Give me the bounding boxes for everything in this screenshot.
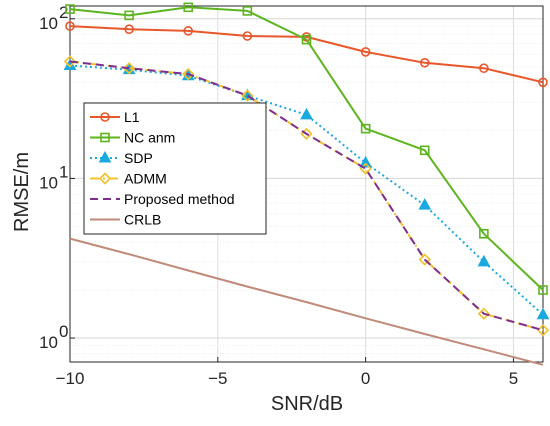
data-point-nc-anm bbox=[301, 34, 312, 45]
series-nc-anm bbox=[65, 2, 548, 295]
data-point-l1 bbox=[124, 24, 134, 35]
data-point-admm bbox=[418, 253, 431, 266]
series-line-nc-anm bbox=[69, 6, 544, 291]
x-tick-label: −10 bbox=[56, 369, 85, 388]
data-point-nc-anm bbox=[65, 4, 75, 14]
data-point-nc-anm bbox=[538, 285, 548, 295]
data-point-admm bbox=[63, 55, 77, 68]
legend-marker-admm bbox=[98, 172, 112, 185]
legend-marker-sdp bbox=[98, 150, 112, 163]
y-tick-label: 10 bbox=[39, 333, 58, 352]
data-point-l1 bbox=[65, 21, 75, 31]
data-point-l1 bbox=[183, 26, 194, 36]
data-point-sdp bbox=[536, 307, 550, 320]
data-point-l1 bbox=[242, 31, 253, 41]
y-tick-exponent: 2 bbox=[59, 3, 68, 22]
legend-label-proposed-method: Proposed method bbox=[124, 191, 235, 207]
x-tick-label: 0 bbox=[361, 369, 370, 388]
legend: L1 NC anm SDP ADMM Proposed method CRLB bbox=[83, 102, 267, 235]
data-point-admm bbox=[477, 307, 491, 320]
series-line-l1 bbox=[69, 25, 544, 84]
series-line-crlb bbox=[69, 237, 544, 366]
y-tick-label: 10 bbox=[39, 14, 58, 33]
data-point-nc-anm bbox=[479, 228, 489, 239]
data-point-sdp bbox=[359, 155, 372, 168]
y-tick-exponent: 1 bbox=[59, 162, 68, 181]
data-point-admm bbox=[182, 68, 195, 81]
data-point-sdp bbox=[418, 198, 432, 210]
data-point-admm bbox=[122, 62, 136, 75]
data-point-nc-anm bbox=[124, 10, 134, 21]
data-point-l1 bbox=[479, 63, 489, 74]
data-point-admm bbox=[536, 324, 550, 337]
data-point-l1 bbox=[538, 77, 548, 88]
legend-label-admm: ADMM bbox=[124, 171, 167, 187]
series-group bbox=[63, 2, 550, 366]
series-line-proposed-method bbox=[69, 60, 544, 332]
x-tick-label: −5 bbox=[208, 369, 227, 388]
legend-box bbox=[83, 102, 267, 235]
data-point-l1 bbox=[360, 47, 371, 57]
y-tick-exponent: 0 bbox=[59, 322, 68, 341]
y-axis-title: RMSE/m bbox=[11, 152, 33, 232]
data-point-admm bbox=[241, 89, 254, 102]
data-point-nc-anm bbox=[242, 6, 253, 16]
data-point-nc-anm bbox=[360, 123, 371, 134]
data-point-sdp bbox=[300, 107, 313, 120]
series-crlb bbox=[69, 237, 544, 366]
y-tick-label: 10 bbox=[39, 173, 58, 192]
data-point-l1 bbox=[419, 57, 430, 68]
x-axis-title: SNR/dB bbox=[271, 393, 343, 415]
legend-marker-l1 bbox=[100, 112, 110, 122]
series-proposed-method bbox=[69, 60, 544, 332]
legend-label-sdp: SDP bbox=[124, 150, 153, 166]
legend-label-nc-anm: NC anm bbox=[124, 130, 175, 146]
series-l1 bbox=[65, 21, 548, 88]
plot-area-frame bbox=[69, 5, 544, 363]
x-tick-label: 5 bbox=[509, 369, 518, 388]
data-point-nc-anm bbox=[419, 145, 430, 156]
data-point-nc-anm bbox=[183, 2, 194, 13]
legend-label-l1: L1 bbox=[124, 109, 140, 125]
legend-label-crlb: CRLB bbox=[124, 212, 161, 228]
legend-marker-nc-anm bbox=[100, 132, 110, 143]
data-point-sdp bbox=[477, 254, 491, 267]
series-line-sdp bbox=[69, 64, 544, 316]
